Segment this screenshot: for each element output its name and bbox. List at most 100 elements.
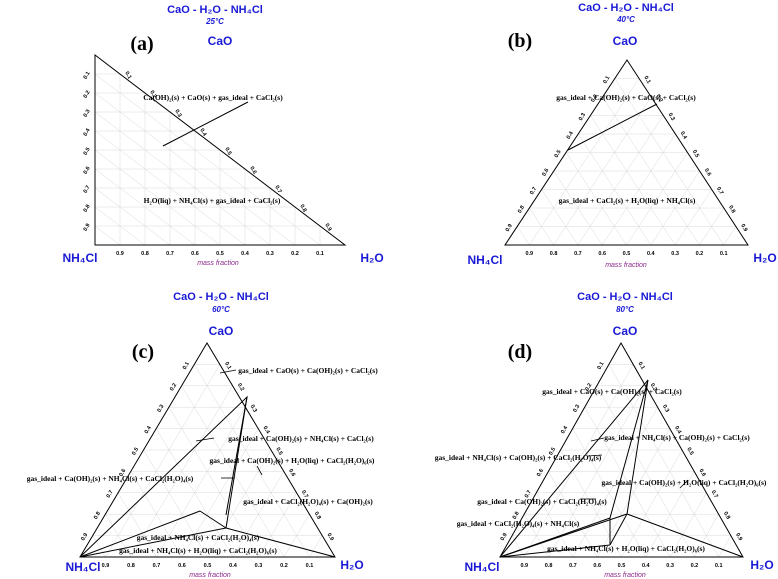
panel-b-ternary-axes-tick-label: 0.8 — [550, 251, 558, 257]
panel-b-ternary-axes-tick-label: 0.2 — [696, 251, 704, 257]
panel-b-ternary-axes-tick-label: 0.7 — [715, 186, 724, 196]
panel-a-ternary-axes-tick-label: 0.1 — [83, 71, 92, 81]
panel-c-ternary-axes-tick-label: 0.6 — [178, 563, 186, 569]
panel-d-boundary-3 — [499, 513, 628, 558]
panel-a-ternary-axes-gridline — [94, 111, 271, 246]
panel-b-ternary-axes-gridline — [723, 226, 737, 246]
panel-c-ternary-axes: 0.9 0.1 0.1 0.8 0.2 0.2 0.7 0.3 0.3 0.6 0.4 0.4 0.5 0… — [79, 342, 336, 569]
panel-c-ternary-axes-tick-label: 0.1 — [182, 361, 191, 371]
panel-a-ternary-axes-tick-label: 0.4 — [83, 127, 92, 137]
panel-c-ternary-axes-tick-label: 0.4 — [262, 425, 271, 435]
panel-c: CaO - H₂O - NH₄Cl 60°C (c) CaO NH₄Cl H₂O… — [27, 291, 378, 579]
panel-b-ternary-axes-tick-label: 0.2 — [655, 94, 664, 104]
panel-c-ternary-axes-gridline — [232, 471, 285, 558]
panel-c-ternary-axes-tick-label: 0.1 — [306, 563, 314, 569]
panel-d-ternary-axes-tick-label: 0.1 — [715, 563, 723, 569]
panel-c-temperature: 60°C — [212, 305, 230, 314]
panel-c-ternary-axes-tick-label: 0.4 — [144, 424, 153, 434]
panel-b-boundary-line — [567, 103, 658, 151]
panel-a-ternary-axes-tick-label: 0.2 — [291, 251, 299, 257]
panel-b-ternary-axes-gridline — [541, 189, 579, 246]
panel-c-leader-2 — [195, 437, 215, 442]
panel-b-ternary-axes-tick-label: 0.3 — [578, 112, 587, 122]
panel-c-boundary-5 — [225, 527, 336, 558]
panel-c-ternary-axes-gridline — [156, 407, 246, 558]
panel-b-ternary-axes-tick-label: 0.9 — [739, 223, 748, 233]
panel-c-ternary-axes-gridline — [105, 364, 221, 558]
panel-c-ternary-axes-tick-label: 0.1 — [223, 361, 232, 371]
panel-a-ternary-axes-tick-label: 0.8 — [141, 251, 149, 257]
panel-b-ternary-axes-gridline — [516, 226, 530, 246]
panel-c-region-6: gas_ideal + NH₄Cl(s) + CaCl₂(H₂O)₄(s) — [137, 533, 260, 542]
panel-d-region-6: gas_ideal + CaCl₂(H₂O)₄(s) + NH₄Cl(s) — [457, 519, 580, 528]
panel-c-ternary-axes-tick-label: 0.3 — [157, 404, 166, 414]
panel-d-vertex-h2o: H₂O — [750, 558, 773, 572]
panel-d-ternary-axes-tick-label: 0.6 — [698, 468, 707, 478]
panel-b-ternary-axes-tick-label: 0.4 — [679, 131, 688, 141]
panel-a-ternary-axes-gridline — [94, 187, 171, 246]
panel-d-ternary-axes-tick-label: 0.2 — [584, 382, 593, 392]
panel-d-ternary-axes-triangle-edge — [499, 341, 744, 558]
panel-c-ternary-axes-tick-label: 0.8 — [93, 511, 102, 521]
panel-c-ternary-axes-tick-label: 0.6 — [287, 468, 296, 478]
panel-a-ternary-axes-tick-label: 0.6 — [83, 166, 92, 176]
panel-b-ternary-axes-gridline — [626, 152, 688, 246]
panel-d-ternary-axes-tick-label: 0.3 — [666, 563, 674, 569]
panel-c-ternary-axes-gridline — [168, 407, 259, 558]
panel-d-leader-2 — [587, 454, 603, 457]
panel-d-ternary-axes-tick-label: 0.8 — [722, 511, 731, 521]
panel-c-boundary-6 — [225, 396, 248, 529]
panel-b-ternary-axes-tick-label: 0.6 — [703, 168, 712, 178]
panel-c-axis-label: mass fraction — [189, 572, 231, 579]
panel-a-ternary-axes-tick-label: 0.9 — [83, 223, 92, 233]
panel-a-ternary-axes-tick-label: 0.2 — [83, 90, 92, 100]
panel-a-ternary-axes-tick-label: 0.4 — [198, 128, 207, 138]
panel-d-ternary-axes-tick-label: 0.2 — [649, 382, 658, 392]
panel-d-boundary-5 — [609, 379, 649, 546]
panel-a-ternary-axes-gridline — [94, 73, 321, 246]
panel-a-ternary-axes-tick-label: 0.3 — [83, 109, 92, 119]
panel-d-region-2: gas_ideal + NH₄Cl(s) + Ca(OH)₂(s) + CaCl… — [604, 433, 750, 442]
panel-b-ternary-axes-gridline — [650, 170, 700, 246]
panel-c-boundary-2 — [79, 510, 201, 558]
panel-b-ternary-axes-tick-label: 0.6 — [598, 251, 606, 257]
panel-c-ternary-axes-gridline — [309, 535, 323, 558]
panel-c-ternary-axes-tick-label: 0.3 — [255, 563, 263, 569]
panel-d-ternary-axes-tick-label: 0.4 — [560, 424, 569, 434]
panel-b-ternary-axes-tick-label: 0.1 — [602, 75, 611, 85]
panel-b-ternary-axes-tick-label: 0.5 — [623, 251, 631, 257]
panel-b-ternary-axes-gridline — [529, 78, 640, 246]
panel-a-ternary-axes-gridline — [94, 206, 146, 246]
panel-c-ternary-axes-tick-label: 0.8 — [127, 563, 135, 569]
panel-a-ternary-axes-tick-label: 0.1 — [123, 71, 132, 81]
panel-a-vertex-cao: CaO — [208, 34, 233, 48]
panel-a-temperature: 25°C — [205, 17, 224, 26]
panel-a-ternary-axes-tick-label: 0.2 — [148, 90, 157, 100]
panel-d-vertex-nh4cl: NH₄Cl — [464, 560, 499, 574]
panel-a-title: CaO - H₂O - NH₄Cl — [167, 4, 263, 16]
panel-d-ternary-axes-tick-label: 0.3 — [661, 404, 670, 414]
panel-d-ternary-axes-gridline — [621, 449, 683, 558]
panel-c-ternary-axes-tick-label: 0.5 — [131, 447, 140, 457]
panel-b-vertex-cao: CaO — [613, 34, 638, 48]
panel-c-ternary-axes-tick-label: 0.3 — [249, 404, 258, 414]
panel-a-region-1: Ca(OH)₂(s) + CaO(s) + gas_ideal + CaCl₂(… — [143, 93, 283, 102]
panel-d-boundary-6 — [626, 513, 744, 558]
panel-d-title: CaO - H₂O - NH₄Cl — [577, 291, 673, 303]
panel-d-ternary-axes-tick-label: 0.1 — [637, 361, 646, 371]
panel-a-ternary-axes-gridline — [94, 225, 121, 246]
panel-b-title: CaO - H₂O - NH₄Cl — [578, 2, 674, 14]
panel-a-ternary-axes-tick-label: 0.5 — [83, 147, 92, 157]
panel-c-ternary-axes-gridline — [92, 535, 106, 558]
panel-a-axis-label: mass fraction — [197, 260, 239, 267]
panel-d-ternary-axes: 0.9 0.1 0.1 0.8 0.2 0.2 0.7 0.3 0.3 0.6 0.4 0.4 0.5 0… — [499, 341, 744, 569]
panel-a-ternary-axes-tick-label: 0.3 — [173, 109, 182, 119]
panel-b-ternary-axes-gridline — [699, 207, 725, 246]
panel-d-ternary-axes-gridline — [560, 449, 622, 558]
panel-c-ternary-axes-tick-label: 0.2 — [169, 382, 178, 392]
panel-b-ternary-axes-tick-label: 0.2 — [590, 94, 599, 104]
panel-b-region-1: gas_ideal + Ca(OH)₂(s) + CaO(s) + CaCl₂(… — [556, 93, 696, 102]
panel-c-ternary-axes-tick-label: 0.2 — [236, 382, 245, 392]
panel-c-region-1: gas_ideal + CaO(s) + Ca(OH)₂(s) + CaCl₂(… — [238, 366, 378, 375]
